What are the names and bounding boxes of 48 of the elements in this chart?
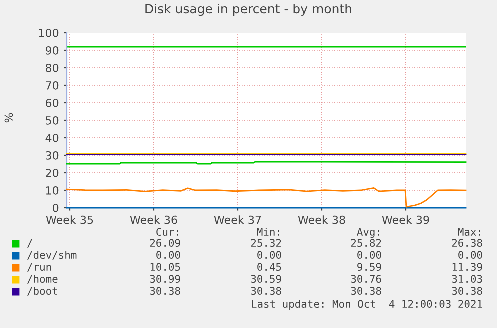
legend-label: /run: [28, 263, 52, 272]
text: 0.00: [156, 251, 180, 260]
text: Cur:: [156, 228, 178, 236]
x-tick-label: Week 37: [214, 216, 262, 224]
y-tick-label: 60: [46, 98, 59, 108]
y-axis-title: %: [4, 113, 14, 123]
text: 9.59: [358, 263, 382, 272]
text: 11.39: [452, 263, 482, 272]
text: 0.00: [358, 251, 382, 260]
text: 0.00: [458, 251, 482, 260]
y-tick-label: 80: [46, 64, 59, 72]
x-tick-label: Week 39: [382, 216, 430, 224]
text: 25.82: [351, 239, 382, 248]
y-tick-label: 10: [46, 186, 59, 195]
text: Max:: [458, 228, 480, 236]
text: 30.38: [351, 287, 382, 296]
x-tick-label: Week 38: [298, 216, 346, 224]
text: 26.38: [452, 239, 482, 248]
text: 30.76: [351, 275, 382, 284]
y-tick-label: 70: [46, 81, 59, 90]
y-tick-label: 40: [46, 134, 59, 142]
text: 30.99: [150, 275, 180, 284]
y-tick-label: 90: [46, 46, 59, 55]
y-tick-label: 50: [46, 116, 59, 125]
chart-title: Disk usage in percent - by month: [146, 4, 352, 16]
text: 26.09: [150, 239, 180, 248]
y-tick-label: 100: [39, 28, 59, 38]
text: 30.59: [251, 275, 282, 284]
y-tick-label: 30: [46, 151, 59, 160]
legend-label: /dev/shm: [28, 250, 77, 260]
y-tick-label: 20: [46, 168, 59, 178]
text: 31.03: [452, 275, 482, 284]
text: 30.38: [452, 287, 482, 296]
text: 0.00: [258, 251, 282, 260]
text: Last update: Mon Oct 4 12:00:03 2021: [252, 300, 482, 310]
text: 30.38: [150, 287, 180, 296]
legend-label: /: [28, 239, 32, 248]
text: Avg:: [357, 228, 380, 238]
text: 0.45: [258, 263, 282, 272]
legend-label: /home: [28, 274, 58, 284]
x-tick-label: Week 36: [130, 216, 178, 224]
text: 30.38: [251, 287, 282, 296]
text: 10.05: [150, 263, 180, 272]
y-tick-label: 0: [53, 204, 59, 212]
legend-label: /boot: [28, 286, 58, 296]
text: 25.32: [251, 239, 282, 248]
x-tick-label: Week 35: [46, 216, 94, 224]
text: Min:: [257, 228, 280, 236]
